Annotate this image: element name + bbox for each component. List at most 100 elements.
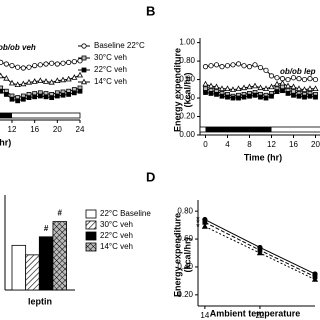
marker <box>65 75 72 82</box>
marker <box>207 82 215 89</box>
marker <box>230 62 236 68</box>
marker <box>296 76 302 82</box>
y-axis-label: (kcal/hr) <box>182 72 192 107</box>
marker <box>59 76 67 83</box>
legend-label: Baseline 22°C <box>94 41 145 50</box>
marker <box>273 80 281 87</box>
y-tick-label: 0.40 <box>179 93 195 102</box>
marker <box>268 83 275 90</box>
marker <box>32 94 38 100</box>
marker <box>214 91 219 97</box>
marker <box>263 95 269 101</box>
marker <box>219 64 225 70</box>
marker <box>256 249 264 256</box>
legend-label: 22°C veh <box>100 231 133 240</box>
marker <box>257 84 264 91</box>
marker <box>20 96 26 102</box>
marker <box>235 85 242 92</box>
marker <box>3 74 10 81</box>
y-axis-label: Energy expenditure <box>172 213 182 297</box>
marker <box>307 93 313 99</box>
marker <box>80 78 88 85</box>
annotation: ob/ob veh <box>0 43 36 52</box>
marker <box>201 223 208 229</box>
marker <box>54 61 60 67</box>
x-axis-label: Ambient temperature <box>210 308 301 318</box>
marker <box>26 64 32 70</box>
marker <box>60 60 66 66</box>
x-tick-label: 16 <box>289 140 298 149</box>
marker <box>14 81 21 87</box>
marker <box>43 94 49 100</box>
y-axis-label: Energy expenditure <box>172 48 182 132</box>
x-axis-label: e (hr) <box>0 137 11 147</box>
y-tick-label: 0.60 <box>177 234 193 243</box>
marker <box>43 61 49 67</box>
marker <box>208 91 214 96</box>
y-tick-label: 0.20 <box>177 290 193 299</box>
marker <box>307 76 313 82</box>
marker <box>71 74 78 80</box>
bar <box>52 221 68 291</box>
marker <box>296 93 302 99</box>
bar <box>38 236 54 291</box>
marker <box>77 58 83 64</box>
legend-label: 22°C veh <box>94 65 127 74</box>
legend-label: 30°C veh <box>94 53 127 62</box>
marker <box>246 83 253 90</box>
significance-mark: * <box>196 216 200 225</box>
marker <box>0 59 4 65</box>
marker <box>218 85 226 92</box>
marker <box>49 60 55 66</box>
x-tick-label: 16 <box>30 125 39 134</box>
y-tick-label: 0.60 <box>179 75 195 84</box>
legend-label: 30°C veh <box>100 220 133 229</box>
marker <box>258 94 263 100</box>
dark-period-bar <box>0 113 12 118</box>
marker <box>252 62 258 68</box>
x-tick-label: 0 <box>203 140 208 149</box>
y-axis-label: (kcal/hr) <box>182 237 192 272</box>
marker <box>313 94 318 100</box>
marker <box>236 95 241 101</box>
marker <box>81 43 87 49</box>
marker <box>285 76 291 83</box>
marker <box>241 63 247 69</box>
x-axis-label: Time (hr) <box>244 152 282 162</box>
marker <box>3 61 9 67</box>
marker <box>252 92 258 98</box>
marker <box>241 94 247 100</box>
marker <box>268 73 275 79</box>
marker <box>203 90 208 95</box>
marker <box>71 58 77 65</box>
y-tick-label: 0.80 <box>179 56 195 65</box>
marker <box>279 79 286 86</box>
marker <box>301 76 308 83</box>
marker <box>15 64 21 70</box>
marker <box>230 95 236 101</box>
panel-label: B <box>146 3 155 18</box>
marker <box>31 78 38 84</box>
marker <box>285 91 291 96</box>
marker <box>76 71 84 78</box>
marker <box>202 80 209 87</box>
legend-swatch <box>85 242 97 252</box>
x-tick-label: leptin <box>28 296 52 306</box>
significance-mark: # <box>58 209 63 218</box>
legend-swatch <box>85 220 97 230</box>
legend-label: 14°C veh <box>100 242 133 251</box>
marker <box>81 55 87 61</box>
marker <box>77 88 83 94</box>
y-tick-label: 0.00 <box>179 130 195 139</box>
y-tick-label: 1.00 <box>179 38 195 47</box>
marker <box>306 85 314 92</box>
y-tick-label: 0.80 <box>177 206 193 215</box>
legend-swatch <box>85 231 97 241</box>
x-tick-label: 22 <box>255 311 264 320</box>
significance-mark: * <box>196 218 200 227</box>
y-tick-label: 0.20 <box>179 112 195 121</box>
marker <box>240 84 248 91</box>
marker <box>213 83 220 90</box>
marker <box>224 85 231 92</box>
